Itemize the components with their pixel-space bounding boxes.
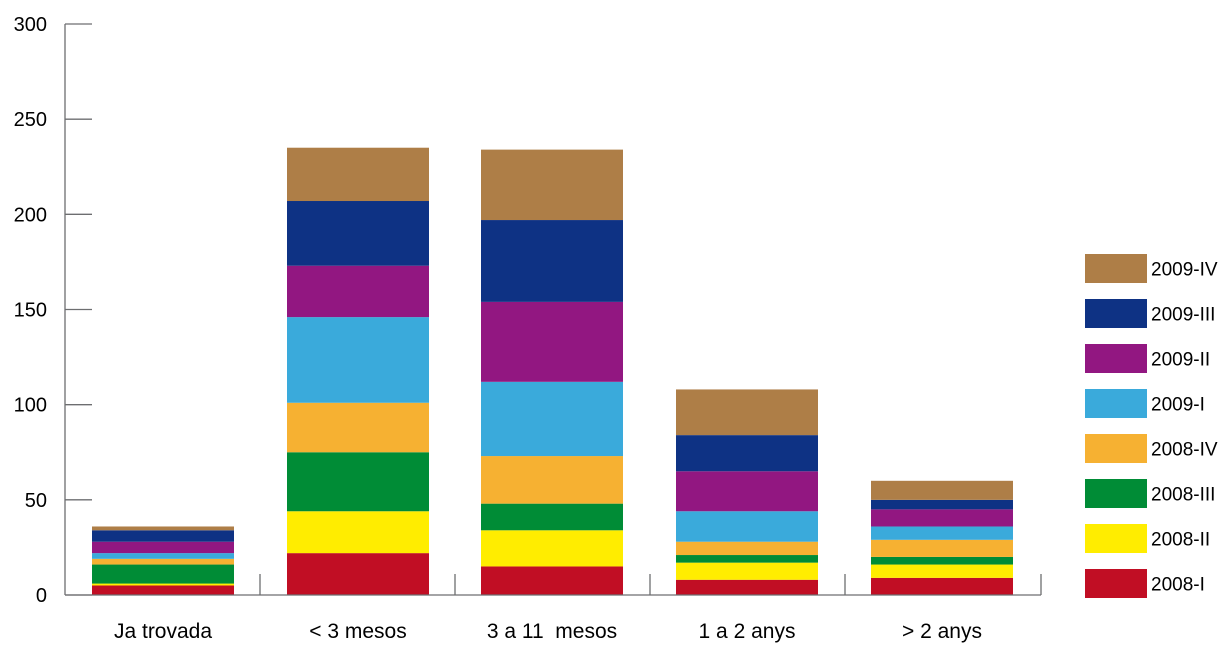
x-tick-label: < 3 mesos: [309, 620, 406, 643]
bar-segment: [92, 530, 234, 542]
bar-segment: [481, 456, 623, 504]
bar-segment: [287, 452, 429, 512]
legend-swatch: [1085, 344, 1147, 373]
bar-segment: [676, 471, 818, 512]
legend-swatch: [1085, 254, 1147, 283]
y-tick-label: 200: [14, 204, 47, 226]
bar-segment: [287, 511, 429, 554]
legend-item: 2008-I: [1085, 569, 1205, 598]
y-tick-label: 0: [36, 585, 47, 607]
bar-segment: [287, 201, 429, 266]
legend-label: 2008-IV: [1151, 440, 1218, 461]
bar-segment: [92, 585, 234, 595]
bar-segment: [92, 526, 234, 531]
bar-segment: [871, 564, 1013, 578]
legend-label: 2008-I: [1151, 575, 1205, 596]
legend-swatch: [1085, 389, 1147, 418]
x-tick-label: Ja trovada: [114, 620, 212, 643]
bar-segment: [287, 402, 429, 453]
legend-item: 2009-III: [1085, 299, 1215, 328]
bar-segment: [287, 553, 429, 595]
legend-item: 2008-II: [1085, 524, 1210, 553]
legend-swatch: [1085, 434, 1147, 463]
legend-item: 2009-IV: [1085, 254, 1218, 283]
legend-swatch: [1085, 479, 1147, 508]
bar-segment: [676, 435, 818, 472]
legend-label: 2009-IV: [1151, 260, 1218, 281]
bar-segment: [676, 555, 818, 563]
legend: 2009-IV 2009-III 2009-II 2009-I 2008-IV 2008-…: [1085, 254, 1218, 598]
legend-label: 2009-I: [1151, 395, 1205, 416]
bar-segment: [871, 509, 1013, 527]
bar-segment: [481, 530, 623, 567]
bar-segment: [287, 265, 429, 318]
legend-item: 2009-II: [1085, 344, 1210, 373]
legend-item: 2009-I: [1085, 389, 1205, 418]
bar-segment: [481, 566, 623, 595]
bar-segment: [676, 541, 818, 556]
bar-segment: [871, 556, 1013, 565]
bar-segment: [676, 511, 818, 542]
legend-swatch: [1085, 524, 1147, 553]
bar-segment: [481, 220, 623, 302]
x-tick-label: 1 a 2 anys: [699, 620, 796, 643]
legend-item: 2008-IV: [1085, 434, 1218, 463]
bar-segment: [676, 389, 818, 436]
bar-segment: [481, 149, 623, 221]
y-tick-label: 50: [25, 490, 47, 512]
legend-label: 2009-II: [1151, 350, 1210, 371]
axes-layer: 0 50 100 150 200 250 300 Ja trovada < 3 mesos 3 a…: [14, 14, 1042, 643]
legend-swatch: [1085, 569, 1147, 598]
legend-label: 2008-II: [1151, 530, 1210, 551]
y-tick-label: 250: [14, 109, 47, 131]
bar-segment: [871, 539, 1013, 557]
bar-segment: [481, 503, 623, 531]
y-tick-label: 150: [14, 300, 47, 322]
bar-segment: [92, 583, 234, 586]
legend-swatch: [1085, 299, 1147, 328]
bar-segment: [481, 301, 623, 382]
bar-segment: [676, 579, 818, 595]
bar-segment: [92, 564, 234, 584]
y-tick-label: 100: [14, 395, 47, 417]
bar-segment: [871, 499, 1013, 510]
bar-segment: [92, 541, 234, 554]
bar-segment: [676, 562, 818, 580]
bar-segment: [92, 558, 234, 565]
bar-segment: [92, 553, 234, 559]
legend-label: 2008-III: [1151, 485, 1215, 506]
bar-segment: [871, 480, 1013, 500]
bar-segment: [481, 381, 623, 457]
legend-item: 2008-III: [1085, 479, 1215, 508]
x-tick-label: > 2 anys: [902, 620, 982, 643]
bar-segment: [287, 317, 429, 403]
bar-segment: [871, 577, 1013, 595]
bar-segment: [287, 147, 429, 202]
y-tick-label: 300: [14, 14, 47, 36]
bars-layer: [92, 147, 1013, 595]
x-tick-label: 3 a 11 mesos: [487, 620, 617, 643]
legend-label: 2009-III: [1151, 305, 1215, 326]
bar-segment: [871, 526, 1013, 540]
